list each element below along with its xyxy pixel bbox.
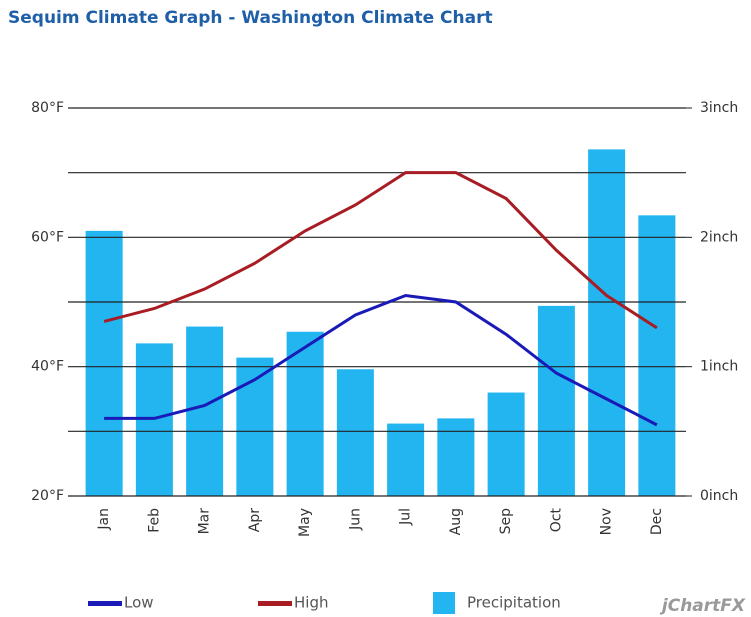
x-tick-label: Aug <box>448 508 464 535</box>
legend-label: Precipitation <box>467 594 561 612</box>
x-tick-label: Sep <box>498 508 514 535</box>
legend-swatch <box>88 601 122 606</box>
bar <box>638 215 676 496</box>
y-tick-label: 20°F <box>31 488 64 504</box>
bar <box>387 423 425 496</box>
bar <box>85 230 123 496</box>
x-tick-label: Jul <box>398 508 414 526</box>
bar <box>286 331 324 496</box>
x-tick-label: May <box>297 508 313 537</box>
x-tick-label: Jun <box>347 508 363 531</box>
y-tick-label: 80°F <box>31 100 64 116</box>
x-tick-label: Nov <box>599 508 615 535</box>
bar <box>588 149 626 497</box>
y2-tick-label: 3inch <box>700 100 738 116</box>
bar <box>336 369 374 496</box>
legend-swatch <box>433 592 455 614</box>
x-tick-label: Jan <box>96 508 112 531</box>
x-tick-label: Mar <box>197 508 213 535</box>
y-tick-label: 60°F <box>31 229 64 245</box>
x-tick-label: Apr <box>247 508 263 532</box>
x-tick-label: Dec <box>649 508 665 535</box>
bar <box>437 418 475 496</box>
legend-label: Low <box>124 594 154 612</box>
bar <box>186 326 224 496</box>
watermark: jChartFX <box>659 596 746 616</box>
y2-tick-label: 1inch <box>700 359 738 375</box>
line <box>103 171 658 330</box>
bar <box>537 305 575 496</box>
x-tick-label: Feb <box>146 508 162 533</box>
y2-tick-label: 0inch <box>700 488 738 504</box>
x-tick-label: Oct <box>548 508 564 533</box>
line <box>104 293 658 427</box>
y2-tick-label: 2inch <box>700 229 738 245</box>
legend-label: High <box>294 594 328 612</box>
y-tick-label: 40°F <box>31 359 64 375</box>
chart-title: Sequim Climate Graph - Washington Climat… <box>8 8 493 28</box>
legend-swatch <box>258 601 292 606</box>
bar <box>487 392 525 496</box>
